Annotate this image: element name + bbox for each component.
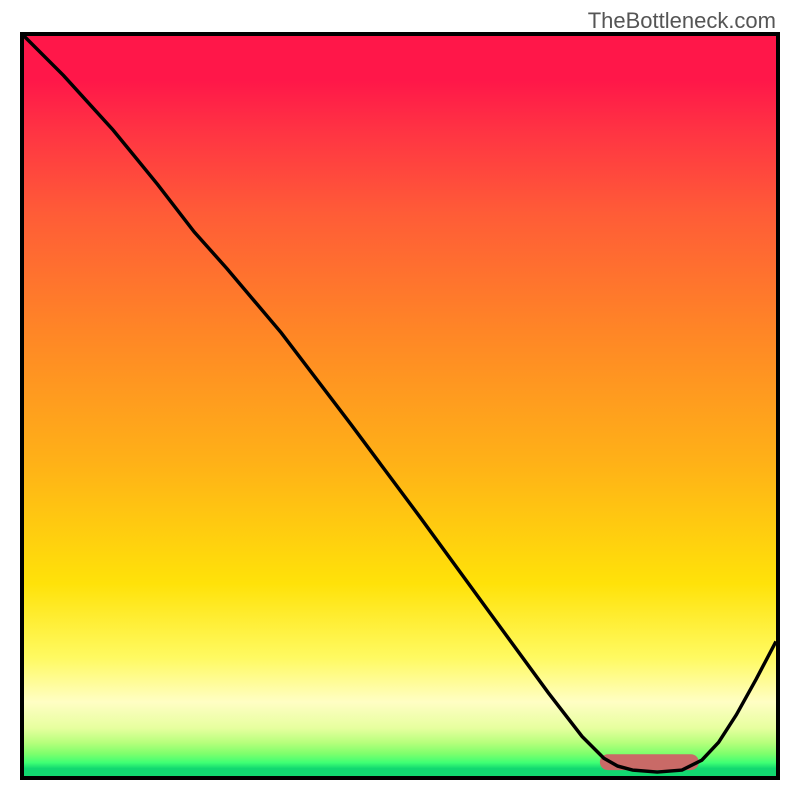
chart-area — [20, 32, 780, 780]
watermark-text: TheBottleneck.com — [588, 8, 776, 34]
curve-line — [24, 36, 776, 772]
chart-svg — [24, 36, 776, 776]
